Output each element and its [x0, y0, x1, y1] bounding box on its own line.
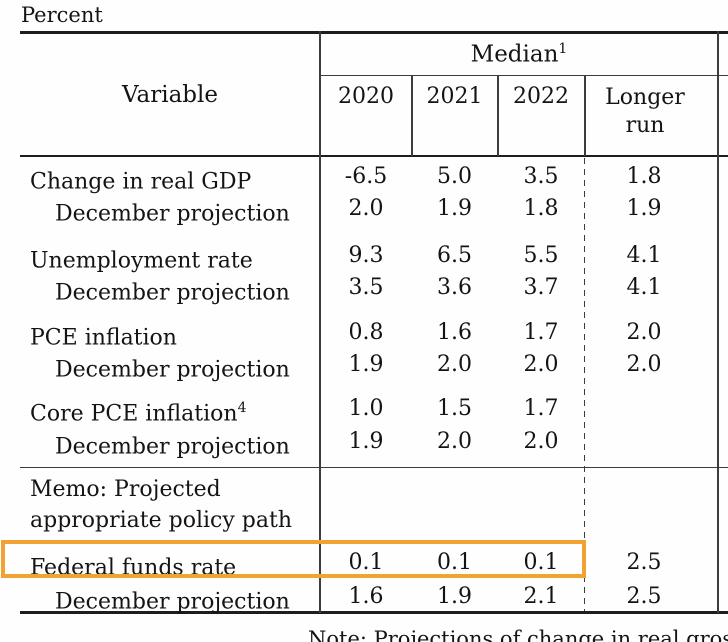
- row-label: December projection: [55, 280, 290, 306]
- cell-2022: 3.5: [523, 164, 559, 189]
- cell-2021: 1.6: [437, 320, 472, 345]
- table-row-fed-funds-december: December projection 1.6 1.9 2.1 2.5: [0, 583, 728, 614]
- row-label: December projection: [55, 589, 290, 615]
- cell-2021: 2.0: [437, 429, 472, 454]
- cell-2020: 0.8: [348, 320, 384, 345]
- table-row-core-pce-december: December projection 1.9 2.0 2.0: [0, 428, 728, 459]
- column-header-2020: 2020: [338, 84, 394, 109]
- cell-2020: 1.9: [348, 352, 384, 377]
- column-header-longer-run: Longer run: [584, 84, 706, 140]
- cell-2020: 0.1: [348, 550, 384, 575]
- table-row-core-pce: Core PCE inflation4 1.0 1.5 1.7: [0, 395, 728, 426]
- table-row-gdp: Change in real GDP -6.5 5.0 3.5 1.8: [0, 163, 728, 194]
- table-row-unemployment: Unemployment rate 9.3 6.5 5.5 4.1: [0, 242, 728, 273]
- cell-longer-run: 2.0: [626, 352, 662, 377]
- note-text-clipped: Note: Projections of change in real gros…: [308, 627, 728, 642]
- cell-longer-run: 2.5: [626, 550, 662, 575]
- median-label: Median: [470, 41, 559, 68]
- rule-year-divider-3: [584, 76, 586, 156]
- cell-2022: 1.7: [523, 320, 559, 345]
- cell-2021: 0.1: [437, 550, 472, 575]
- cell-2021: 1.9: [437, 196, 472, 221]
- cell-2020: -6.5: [344, 164, 388, 189]
- cell-2022: 5.5: [523, 243, 559, 268]
- cell-2022: 1.7: [523, 396, 559, 421]
- rule-table-bottom: [20, 611, 728, 614]
- cell-2020: 2.0: [348, 196, 384, 221]
- median-footnote-marker: 1: [558, 41, 568, 57]
- cell-longer-run: 1.9: [626, 196, 662, 221]
- row-label: Core PCE inflation4: [30, 400, 247, 427]
- cell-longer-run: 2.0: [626, 320, 662, 345]
- rule-right-edge: [717, 31, 719, 613]
- cell-longer-run: 4.1: [626, 275, 662, 300]
- table-row-unemployment-december: December projection 3.5 3.6 3.7 4.1: [0, 274, 728, 305]
- cell-2020: 1.9: [348, 429, 384, 454]
- cell-2022: 2.0: [523, 352, 559, 377]
- rule-variable-divider: [319, 31, 321, 613]
- rule-above-memo: [20, 467, 728, 469]
- cell-2020: 1.6: [348, 584, 384, 609]
- cell-2020: 1.0: [348, 396, 384, 421]
- memo-line1: Memo: Projected: [30, 477, 221, 502]
- cell-longer-run: 2.5: [626, 584, 662, 609]
- cell-2021: 2.0: [437, 352, 472, 377]
- cell-longer-run: 4.1: [626, 243, 662, 268]
- cell-2022: 3.7: [523, 275, 559, 300]
- column-header-2022: 2022: [513, 84, 569, 109]
- table-row-gdp-december: December projection 2.0 1.9 1.8 1.9: [0, 195, 728, 226]
- rule-year-divider-2: [497, 76, 499, 156]
- core-pce-footnote-marker: 4: [237, 400, 247, 416]
- memo-header: Memo: Projected appropriate policy path: [30, 474, 292, 536]
- cell-2022: 0.1: [523, 550, 559, 575]
- rule-year-divider-1: [411, 76, 413, 156]
- cell-2022: 2.0: [523, 429, 559, 454]
- highlight-annotation-box: [1, 540, 586, 578]
- cell-2022: 1.8: [523, 196, 559, 221]
- table-row-pce-inflation: PCE inflation 0.8 1.6 1.7 2.0: [0, 319, 728, 350]
- rule-longer-run-dashed: [583, 158, 585, 611]
- row-label: December projection: [55, 201, 290, 227]
- cell-2022: 2.1: [523, 584, 559, 609]
- cell-2021: 5.0: [437, 164, 472, 189]
- column-header-median: Median1: [320, 41, 718, 68]
- memo-line2: appropriate policy path: [30, 508, 293, 533]
- longer-run-line2: run: [625, 113, 665, 138]
- cell-2020: 9.3: [348, 243, 384, 268]
- cell-2021: 1.9: [437, 584, 472, 609]
- row-label: Change in real GDP: [30, 169, 252, 195]
- cell-2021: 6.5: [437, 243, 472, 268]
- column-header-variable: Variable: [122, 82, 218, 108]
- rule-under-header: [20, 155, 728, 158]
- table-row-pce-december: December projection 1.9 2.0 2.0 2.0: [0, 351, 728, 382]
- cell-2020: 3.5: [348, 275, 384, 300]
- rule-table-top: [20, 31, 728, 34]
- row-label: December projection: [55, 434, 290, 460]
- units-label: Percent: [21, 3, 103, 27]
- row-label: December projection: [55, 357, 290, 383]
- longer-run-line1: Longer: [605, 85, 685, 110]
- row-label: PCE inflation: [30, 325, 177, 351]
- rule-under-median: [320, 75, 728, 77]
- cell-longer-run: 1.8: [626, 164, 662, 189]
- cell-2021: 3.6: [437, 275, 472, 300]
- cell-2021: 1.5: [437, 396, 472, 421]
- column-header-2021: 2021: [426, 84, 483, 109]
- row-label: Unemployment rate: [30, 248, 253, 274]
